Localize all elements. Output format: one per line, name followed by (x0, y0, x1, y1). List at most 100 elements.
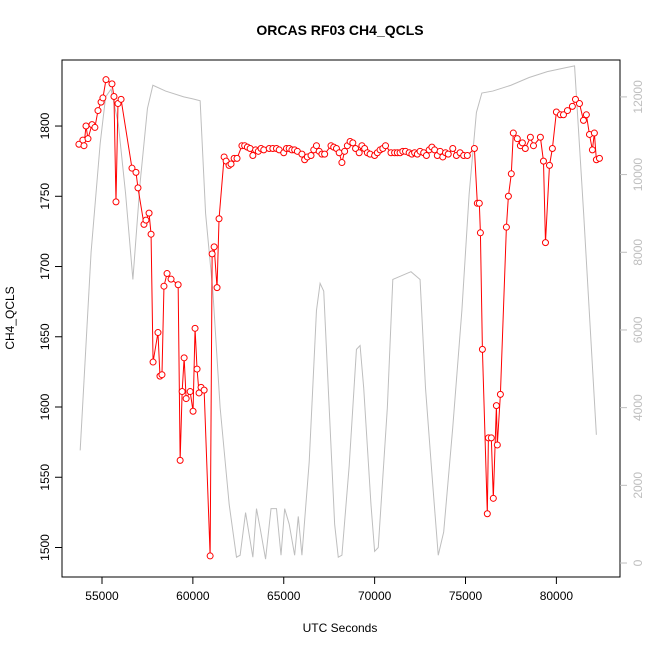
data-point (582, 111, 590, 119)
data-point (180, 354, 188, 362)
data-point (545, 161, 553, 169)
data-point (193, 365, 201, 373)
y-tick-label: 1750 (38, 183, 52, 210)
data-point (449, 145, 457, 153)
data-point (200, 386, 208, 394)
y2-tick-label: 0 (631, 559, 645, 566)
plot-frame (61, 59, 621, 578)
data-point (382, 142, 390, 150)
data-point (91, 123, 99, 131)
data-point (476, 229, 484, 237)
data-point (99, 94, 107, 102)
data-point (559, 111, 567, 119)
data-point (108, 80, 116, 88)
data-point (82, 122, 90, 130)
data-point (128, 164, 136, 172)
data-point (206, 552, 214, 560)
data-point (507, 170, 515, 178)
data-point (496, 390, 504, 398)
data-point (338, 159, 346, 167)
y2-tick-label: 12000 (631, 80, 645, 114)
x-tick-label: 60000 (176, 589, 210, 603)
data-point (227, 160, 235, 168)
data-point (575, 100, 583, 108)
data-point (117, 95, 125, 103)
data-point (595, 154, 603, 162)
y-tick-label: 1800 (38, 112, 52, 139)
data-point (84, 135, 92, 143)
data-point (249, 152, 257, 160)
data-point (509, 129, 517, 137)
data-point (163, 270, 171, 278)
data-point (307, 152, 315, 160)
y-tick-label: 1500 (38, 534, 52, 561)
data-point (149, 358, 157, 366)
data-point (444, 150, 452, 158)
data-point (475, 199, 483, 207)
data-point (321, 150, 329, 158)
data-point (513, 135, 521, 143)
x-tick-label: 65000 (267, 589, 301, 603)
data-point (174, 281, 182, 289)
series-line (79, 65, 597, 560)
data-point (487, 434, 495, 442)
data-point (167, 275, 175, 283)
data-point (158, 371, 166, 379)
data-point (483, 510, 491, 518)
data-point (182, 395, 190, 403)
data-point (502, 223, 510, 231)
data-point (492, 402, 500, 410)
data-point (563, 107, 571, 115)
data-point (422, 152, 430, 160)
data-point (94, 107, 102, 115)
y2-tick-label: 2000 (631, 472, 645, 499)
data-point (215, 215, 223, 223)
data-point (191, 324, 199, 332)
data-point (548, 145, 556, 153)
y2-tick-label: 8000 (631, 239, 645, 266)
x-tick-label: 70000 (358, 589, 392, 603)
data-point (142, 216, 150, 224)
data-point (463, 152, 471, 160)
data-point (112, 198, 120, 206)
data-point (233, 154, 241, 162)
data-point (526, 133, 534, 141)
data-point (178, 388, 186, 396)
x-tick-label: 75000 (449, 589, 483, 603)
data-point (571, 95, 579, 103)
data-point (470, 145, 478, 153)
data-point (504, 192, 512, 200)
y2-tick-label: 6000 (631, 316, 645, 343)
data-point (568, 102, 576, 110)
data-point (80, 142, 88, 150)
data-point (541, 239, 549, 247)
data-point (160, 282, 168, 290)
x-tick-label: 80000 (540, 589, 574, 603)
y-tick-label: 1700 (38, 253, 52, 280)
y-tick-label: 1550 (38, 464, 52, 491)
y-tick-label: 1600 (38, 393, 52, 420)
data-point (102, 76, 110, 84)
data-point (132, 168, 140, 176)
data-point (186, 388, 194, 396)
data-point (521, 145, 529, 153)
data-point (189, 407, 197, 415)
y-axis-label: CH4_QCLS (3, 286, 17, 349)
data-point (539, 157, 547, 165)
data-point (590, 129, 598, 137)
data-point (529, 142, 537, 150)
data-point (489, 494, 497, 502)
data-point (147, 230, 155, 238)
data-point (298, 150, 306, 158)
y2-tick-label: 10000 (631, 158, 645, 192)
data-point (213, 284, 221, 292)
data-point (536, 133, 544, 141)
x-tick-label: 55000 (85, 589, 119, 603)
data-point (349, 139, 357, 147)
data-point (478, 345, 486, 353)
data-point (145, 209, 153, 217)
data-point (518, 139, 526, 147)
y2-tick-label: 4000 (631, 394, 645, 421)
x-axis-label: UTC Seconds (303, 621, 378, 635)
